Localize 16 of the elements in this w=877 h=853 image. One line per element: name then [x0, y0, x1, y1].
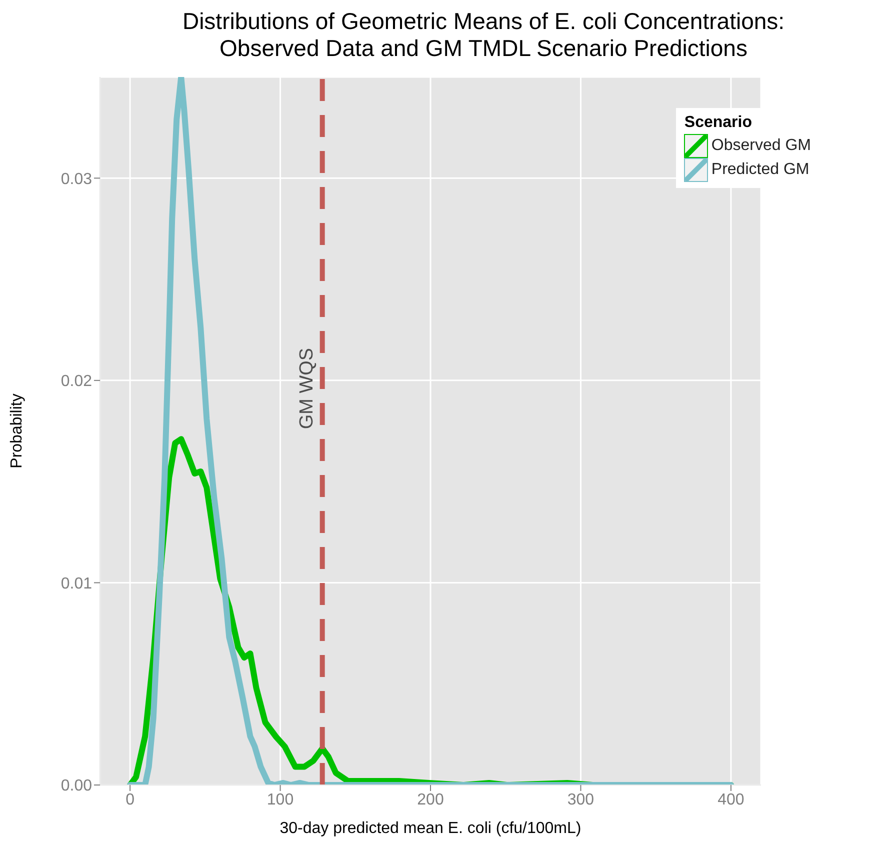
y-tick-label: 0.01 [60, 575, 92, 592]
ref-line-label: GM WQS [296, 348, 318, 430]
legend-label: Observed GM [711, 137, 811, 155]
x-tick-label: 300 [567, 791, 594, 808]
y-tick-label: 0.03 [60, 170, 92, 188]
x-axis-title: 30-day predicted mean E. coli (cfu/100mL) [280, 820, 582, 837]
legend-label: Predicted GM [711, 161, 810, 179]
y-axis-title: Probability [8, 394, 26, 468]
y-tick-label: 0.00 [60, 778, 92, 795]
legend-title: Scenario [684, 114, 753, 132]
y-tick-label: 0.02 [60, 373, 92, 390]
x-tick-label: 400 [718, 791, 744, 808]
x-tick-label: 100 [266, 791, 294, 808]
x-tick-label: 0 [126, 791, 135, 808]
chart-title: Distributions of Geometric Means of E. coli Concentrations: Observed Data and GM TMDL Scenario Predictions [181, 8, 786, 62]
x-tick-label: 200 [417, 791, 444, 808]
